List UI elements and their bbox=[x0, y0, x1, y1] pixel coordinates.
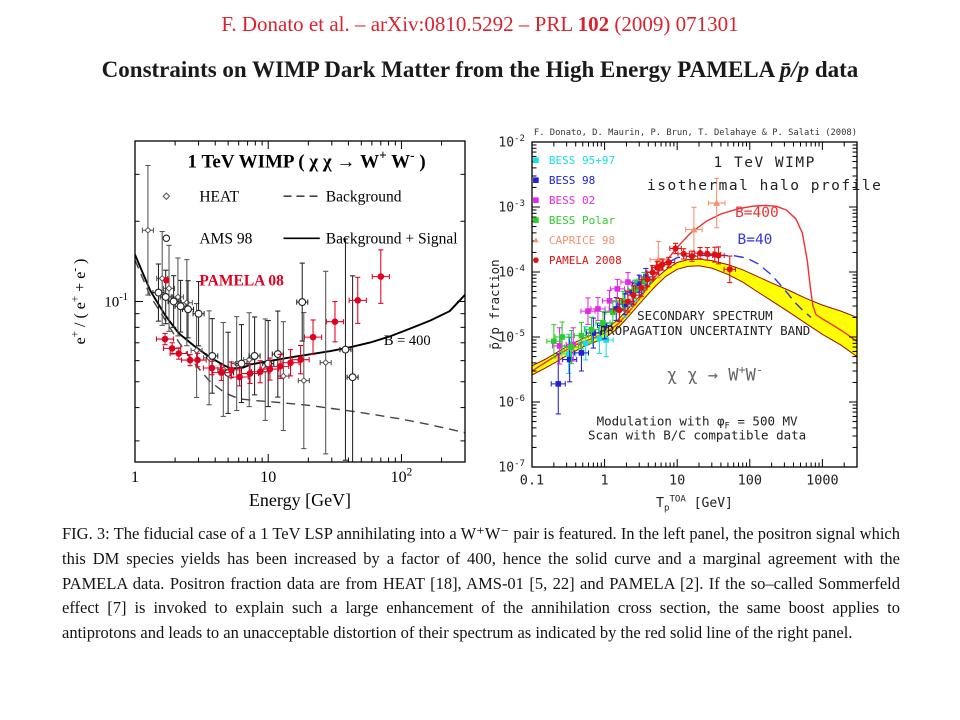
svg-text:1: 1 bbox=[131, 469, 139, 486]
svg-text:102: 102 bbox=[391, 466, 413, 486]
svg-text:Modulation with φF = 500 MV: Modulation with φF = 500 MV bbox=[597, 413, 798, 431]
svg-text:1 TeV WIMP ( χ χ → W+ W- ): 1 TeV WIMP ( χ χ → W+ W- ) bbox=[188, 147, 426, 172]
svg-text:PAMELA 2008: PAMELA 2008 bbox=[549, 254, 622, 267]
svg-text:e+ / ( e+ + e- ): e+ / ( e+ + e- ) bbox=[69, 259, 89, 345]
svg-text:B=40: B=40 bbox=[737, 232, 772, 248]
svg-text:BESS Polar: BESS Polar bbox=[549, 214, 616, 227]
svg-text:χ χ → W+W-: χ χ → W+W- bbox=[667, 362, 763, 385]
svg-text:TpTOA [GeV]: TpTOA [GeV] bbox=[656, 495, 733, 514]
svg-text:BESS 02: BESS 02 bbox=[549, 194, 595, 207]
citation-volume: 102 bbox=[577, 12, 610, 36]
svg-text:PROPAGATION UNCERTAINTY BAND: PROPAGATION UNCERTAINTY BAND bbox=[600, 323, 811, 338]
svg-text:10: 10 bbox=[669, 473, 685, 489]
svg-text:PAMELA 08: PAMELA 08 bbox=[199, 273, 284, 290]
figure-panel: 1 10 102 10-1 Energy [GeV] e+ / ( e+ + e- ) 1 … bbox=[69, 128, 882, 514]
title-pre: Constraints on WIMP Dark Matter from the… bbox=[101, 57, 780, 82]
svg-text:0.1: 0.1 bbox=[520, 473, 544, 489]
svg-text:1: 1 bbox=[601, 473, 609, 489]
svg-text:10-5: 10-5 bbox=[498, 329, 525, 345]
svg-text:10-3: 10-3 bbox=[498, 199, 525, 215]
svg-text:10-4: 10-4 bbox=[498, 264, 525, 280]
svg-text:10: 10 bbox=[260, 469, 276, 486]
svg-text:F. Donato, D. Maurin, P. Brun,: F. Donato, D. Maurin, P. Brun, T. Delaha… bbox=[534, 128, 857, 138]
svg-text:B = 400: B = 400 bbox=[384, 333, 431, 349]
svg-text:Background: Background bbox=[326, 189, 402, 206]
svg-text:CAPRICE 98: CAPRICE 98 bbox=[549, 234, 615, 247]
svg-text:SECONDARY SPECTRUM: SECONDARY SPECTRUM bbox=[637, 308, 772, 323]
svg-text:Background + Signal: Background + Signal bbox=[326, 231, 458, 248]
svg-text:BESS 98: BESS 98 bbox=[549, 174, 595, 187]
citation-pre: F. Donato et al. – arXiv:0810.5292 – PRL bbox=[221, 12, 578, 36]
title-math-pbar-over-p: p̄/p bbox=[779, 57, 810, 82]
svg-text:AMS 98: AMS 98 bbox=[199, 231, 252, 248]
antiproton-fraction-chart: 0.1 1 10 100 1000 10-2 10-3 10-4 10-5 10-6 10-7 TpT… bbox=[487, 128, 882, 514]
svg-text:10-6: 10-6 bbox=[498, 394, 525, 410]
svg-text:isothermal halo profile: isothermal halo profile bbox=[647, 178, 882, 194]
svg-text:Scan with B/C compatible data: Scan with B/C compatible data bbox=[588, 428, 806, 443]
figure-caption: FIG. 3: The fiducial case of a 1 TeV LSP… bbox=[62, 524, 900, 642]
svg-text:100: 100 bbox=[738, 473, 762, 489]
svg-text:10-2: 10-2 bbox=[498, 134, 525, 150]
title-post: data bbox=[809, 57, 859, 82]
svg-text:Energy [GeV]: Energy [GeV] bbox=[249, 490, 351, 510]
svg-text:10-1: 10-1 bbox=[104, 292, 128, 310]
svg-text:BESS 95+97: BESS 95+97 bbox=[549, 154, 615, 167]
svg-text:B=400: B=400 bbox=[735, 205, 779, 221]
svg-text:p̄/p fraction: p̄/p fraction bbox=[487, 259, 502, 349]
citation-post: (2009) 071301 bbox=[609, 12, 739, 36]
slide-title: Constraints on WIMP Dark Matter from the… bbox=[0, 57, 960, 83]
svg-text:1000: 1000 bbox=[806, 473, 839, 489]
svg-text:10-7: 10-7 bbox=[498, 459, 525, 475]
svg-text:1 TeV WIMP: 1 TeV WIMP bbox=[714, 155, 816, 171]
positron-fraction-chart: 1 10 102 10-1 Energy [GeV] e+ / ( e+ + e- ) 1 … bbox=[69, 140, 466, 510]
citation-header: F. Donato et al. – arXiv:0810.5292 – PRL… bbox=[0, 12, 960, 37]
svg-text:HEAT: HEAT bbox=[199, 189, 239, 206]
